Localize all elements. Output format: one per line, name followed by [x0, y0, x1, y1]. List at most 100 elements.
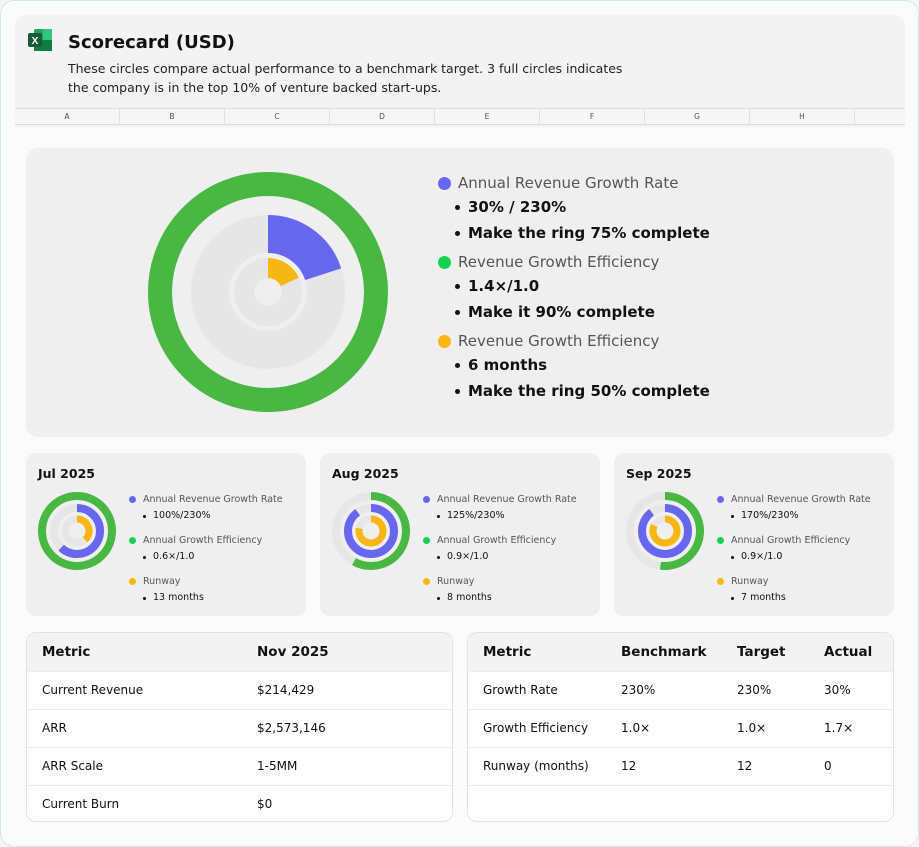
- month-card-sep: Sep 2025 Annual Revenue Growth Rate 170%/…: [614, 453, 894, 616]
- legend-dot: [423, 537, 430, 544]
- card-title: Aug 2025: [332, 466, 399, 481]
- table-cell: Current Revenue: [27, 670, 242, 709]
- table-row: ARR $2,573,146: [27, 708, 452, 747]
- legend-item: Make it 90% complete: [438, 299, 710, 325]
- table-row: Growth Rate 230% 230% 30%: [468, 670, 893, 709]
- legend-value: 125%/230%: [423, 507, 577, 525]
- table-row: [468, 784, 893, 821]
- column-header[interactable]: F: [540, 109, 645, 124]
- legend-label: Revenue Growth Efficiency: [458, 332, 660, 350]
- legend-label: Annual Revenue Growth Rate: [437, 494, 577, 505]
- table-cell: 1.0×: [606, 708, 722, 747]
- page-subtitle: These circles compare actual performance…: [68, 61, 623, 95]
- table-cell: Current Burn: [27, 784, 242, 821]
- ring-runway: [234, 258, 302, 326]
- legend-item: Make the ring 75% complete: [438, 220, 710, 246]
- table-cell: Growth Rate: [468, 670, 606, 709]
- main-ring-chart: [148, 172, 388, 412]
- legend-dot: [423, 496, 430, 503]
- legend-item: 6 months: [438, 352, 710, 378]
- column-header[interactable]: D: [330, 109, 435, 124]
- legend-label: Annual Growth Efficiency: [143, 535, 263, 546]
- table-cell: 12: [722, 746, 809, 785]
- legend-label: Runway: [143, 576, 181, 587]
- legend-dot: [438, 334, 451, 348]
- legend-label: Runway: [437, 576, 475, 587]
- excel-icon: X: [28, 29, 52, 51]
- legend-label: Annual Revenue Growth Rate: [731, 494, 871, 505]
- table-cell: ARR Scale: [27, 746, 242, 785]
- column-header[interactable]: H: [750, 109, 855, 124]
- legend-value: 13 months: [129, 589, 283, 607]
- legend-dot: [717, 537, 724, 544]
- legend-item: Make the ring 50% complete: [438, 378, 710, 404]
- legend-dot: [438, 176, 451, 190]
- sheet-header: X Scorecard (USD) These circles compare …: [15, 15, 905, 127]
- legend-label: Annual Growth Efficiency: [437, 535, 557, 546]
- column-header[interactable]: E: [435, 109, 540, 124]
- column-header-row: A B C D E F G H: [15, 108, 905, 125]
- page-title: Scorecard (USD): [68, 32, 235, 53]
- column-header[interactable]: A: [15, 109, 120, 124]
- table-header: Target: [722, 633, 809, 671]
- legend-label: Annual Revenue Growth Rate: [143, 494, 283, 505]
- legend-dot: [717, 578, 724, 585]
- column-header[interactable]: B: [120, 109, 225, 124]
- ring-growth-rate: [344, 504, 398, 558]
- legend-label: Annual Growth Efficiency: [731, 535, 851, 546]
- legend-value: 8 months: [423, 589, 577, 607]
- column-header[interactable]: [855, 109, 905, 124]
- legend-dot: [129, 537, 136, 544]
- legend-value: 170%/230%: [717, 507, 871, 525]
- card-title: Sep 2025: [626, 466, 692, 481]
- legend-value: 0.9×/1.0: [717, 548, 871, 566]
- main-legend: Annual Revenue Growth Rate 30% / 230% Ma…: [438, 172, 710, 409]
- mini-legend: Annual Revenue Growth Rate 125%/230% Annu…: [423, 492, 577, 615]
- legend-value: 0.9×/1.0: [423, 548, 577, 566]
- legend-label: Annual Revenue Growth Rate: [458, 174, 679, 192]
- ring-efficiency: [332, 492, 410, 570]
- column-header[interactable]: G: [645, 109, 750, 124]
- table-cell: $0: [242, 784, 452, 821]
- table-cell: $2,573,146: [242, 708, 452, 747]
- table-cell: 1.0×: [722, 708, 809, 747]
- legend-item: 30% / 230%: [438, 194, 710, 220]
- mini-legend: Annual Revenue Growth Rate 170%/230% Annu…: [717, 492, 871, 615]
- legend-item: 1.4×/1.0: [438, 273, 710, 299]
- ring-runway: [649, 515, 681, 547]
- table-cell: 0: [809, 746, 893, 785]
- table-row: ARR Scale 1-5MM: [27, 746, 452, 785]
- metrics-table: Metric Nov 2025 Current Revenue $214,429 …: [26, 632, 453, 822]
- table-header: Benchmark: [606, 633, 722, 671]
- table-cell: 30%: [809, 670, 893, 709]
- table-cell: $214,429: [242, 670, 452, 709]
- table-cell: Growth Efficiency: [468, 708, 606, 747]
- month-card-jul: Jul 2025 Annual Revenue Growth Rate 100%/…: [26, 453, 306, 616]
- table-cell: 230%: [606, 670, 722, 709]
- ring-growth-rate: [191, 215, 345, 369]
- legend-dot: [438, 255, 451, 269]
- ring-growth-rate: [50, 504, 104, 558]
- legend-dot: [717, 496, 724, 503]
- table-header: Metric: [468, 633, 606, 671]
- table-cell: 12: [606, 746, 722, 785]
- ring-runway: [61, 515, 93, 547]
- column-header[interactable]: C: [225, 109, 330, 124]
- ring-efficiency: [626, 492, 704, 570]
- table-header: Metric: [27, 633, 242, 671]
- legend-dot: [129, 496, 136, 503]
- legend-dot: [423, 578, 430, 585]
- mini-ring-chart: [626, 492, 704, 570]
- ring-runway: [355, 515, 387, 547]
- svg-text:X: X: [32, 36, 39, 47]
- table-header: Actual: [809, 633, 893, 671]
- legend-group-efficiency: Revenue Growth Efficiency 1.4×/1.0 Make …: [438, 251, 710, 325]
- legend-label: Runway: [731, 576, 769, 587]
- main-scorecard-panel: Annual Revenue Growth Rate 30% / 230% Ma…: [26, 148, 894, 437]
- legend-label: Revenue Growth Efficiency: [458, 253, 660, 271]
- table-row: Current Revenue $214,429: [27, 670, 452, 709]
- table-cell: 230%: [722, 670, 809, 709]
- table-cell: ARR: [27, 708, 242, 747]
- ring-efficiency: [148, 172, 388, 412]
